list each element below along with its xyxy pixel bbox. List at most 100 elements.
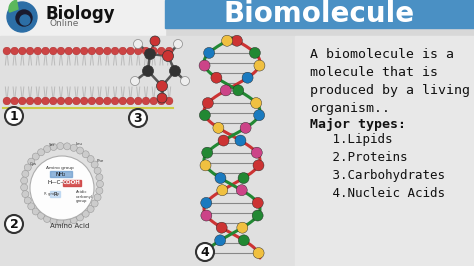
Text: COOH: COOH <box>63 181 81 185</box>
Circle shape <box>251 98 262 109</box>
Circle shape <box>22 171 29 177</box>
Circle shape <box>26 97 34 105</box>
Circle shape <box>215 173 226 184</box>
Circle shape <box>238 235 249 246</box>
Circle shape <box>204 47 215 59</box>
Wedge shape <box>9 0 18 12</box>
Circle shape <box>173 39 182 48</box>
Circle shape <box>18 47 26 55</box>
Circle shape <box>217 185 228 196</box>
Circle shape <box>252 197 263 208</box>
Bar <box>50 171 72 177</box>
Circle shape <box>24 164 31 171</box>
Circle shape <box>213 122 224 133</box>
Circle shape <box>135 97 142 105</box>
Circle shape <box>103 47 111 55</box>
Text: Biology: Biology <box>46 5 116 23</box>
Circle shape <box>231 35 242 46</box>
Circle shape <box>254 110 264 121</box>
Circle shape <box>50 143 57 151</box>
Circle shape <box>16 10 32 26</box>
Circle shape <box>28 203 35 210</box>
Circle shape <box>218 135 229 146</box>
Bar <box>0 0 165 36</box>
Circle shape <box>82 151 89 158</box>
Circle shape <box>119 47 127 55</box>
Circle shape <box>96 174 103 181</box>
Circle shape <box>158 47 165 55</box>
Circle shape <box>70 144 77 151</box>
Circle shape <box>221 35 233 46</box>
Circle shape <box>150 97 157 105</box>
Circle shape <box>150 47 157 55</box>
Circle shape <box>73 97 80 105</box>
Text: 4.Nucleic Acids: 4.Nucleic Acids <box>310 187 445 200</box>
Circle shape <box>7 2 37 32</box>
Circle shape <box>42 97 49 105</box>
Text: 3: 3 <box>134 111 142 124</box>
Circle shape <box>135 47 142 55</box>
Circle shape <box>202 147 213 158</box>
Circle shape <box>163 51 173 61</box>
Text: 2: 2 <box>9 218 18 231</box>
Circle shape <box>65 97 73 105</box>
Circle shape <box>236 185 247 196</box>
Circle shape <box>150 36 160 46</box>
Circle shape <box>127 47 134 55</box>
Circle shape <box>111 47 119 55</box>
Circle shape <box>80 47 88 55</box>
Circle shape <box>26 47 34 55</box>
Circle shape <box>201 210 212 221</box>
Circle shape <box>64 218 71 225</box>
Circle shape <box>76 147 83 154</box>
Circle shape <box>97 181 103 188</box>
Text: Cys: Cys <box>30 161 37 165</box>
Circle shape <box>37 212 45 219</box>
Circle shape <box>127 97 134 105</box>
Circle shape <box>170 65 181 77</box>
Text: H—C—: H—C— <box>48 181 67 185</box>
Circle shape <box>233 85 244 96</box>
Circle shape <box>65 47 73 55</box>
Circle shape <box>11 97 18 105</box>
Text: Biomolecule: Biomolecule <box>224 0 415 28</box>
Text: 3.Carbohydrates: 3.Carbohydrates <box>310 169 445 182</box>
Circle shape <box>215 235 226 246</box>
Circle shape <box>199 60 210 71</box>
Circle shape <box>5 107 23 125</box>
Text: Major types:: Major types: <box>310 118 406 131</box>
Circle shape <box>156 81 167 92</box>
Circle shape <box>240 122 251 133</box>
Text: Acidic
carbonyl
group: Acidic carbonyl group <box>76 190 93 203</box>
Circle shape <box>216 222 227 233</box>
Circle shape <box>3 97 10 105</box>
Circle shape <box>88 97 96 105</box>
Circle shape <box>28 158 35 165</box>
Circle shape <box>5 215 23 233</box>
Circle shape <box>87 156 94 163</box>
Text: 1.Lipids: 1.Lipids <box>310 133 392 146</box>
Text: A biomolecule is a
molecule that is
produced by a living
organism..: A biomolecule is a molecule that is prod… <box>310 48 470 115</box>
Circle shape <box>21 184 27 191</box>
Circle shape <box>21 177 27 184</box>
Circle shape <box>253 160 264 171</box>
Circle shape <box>30 156 94 220</box>
Circle shape <box>252 210 263 221</box>
Circle shape <box>49 47 57 55</box>
Circle shape <box>22 191 29 198</box>
Text: 1: 1 <box>9 110 18 123</box>
Bar <box>295 36 474 266</box>
Circle shape <box>44 215 51 222</box>
Circle shape <box>111 97 119 105</box>
Circle shape <box>158 97 165 105</box>
Circle shape <box>11 47 18 55</box>
Circle shape <box>201 197 212 208</box>
Circle shape <box>34 47 42 55</box>
Circle shape <box>165 47 173 55</box>
Circle shape <box>142 97 150 105</box>
Circle shape <box>211 72 222 83</box>
Circle shape <box>50 218 57 225</box>
Circle shape <box>57 218 64 226</box>
Text: R: R <box>53 192 57 197</box>
Circle shape <box>254 60 265 71</box>
